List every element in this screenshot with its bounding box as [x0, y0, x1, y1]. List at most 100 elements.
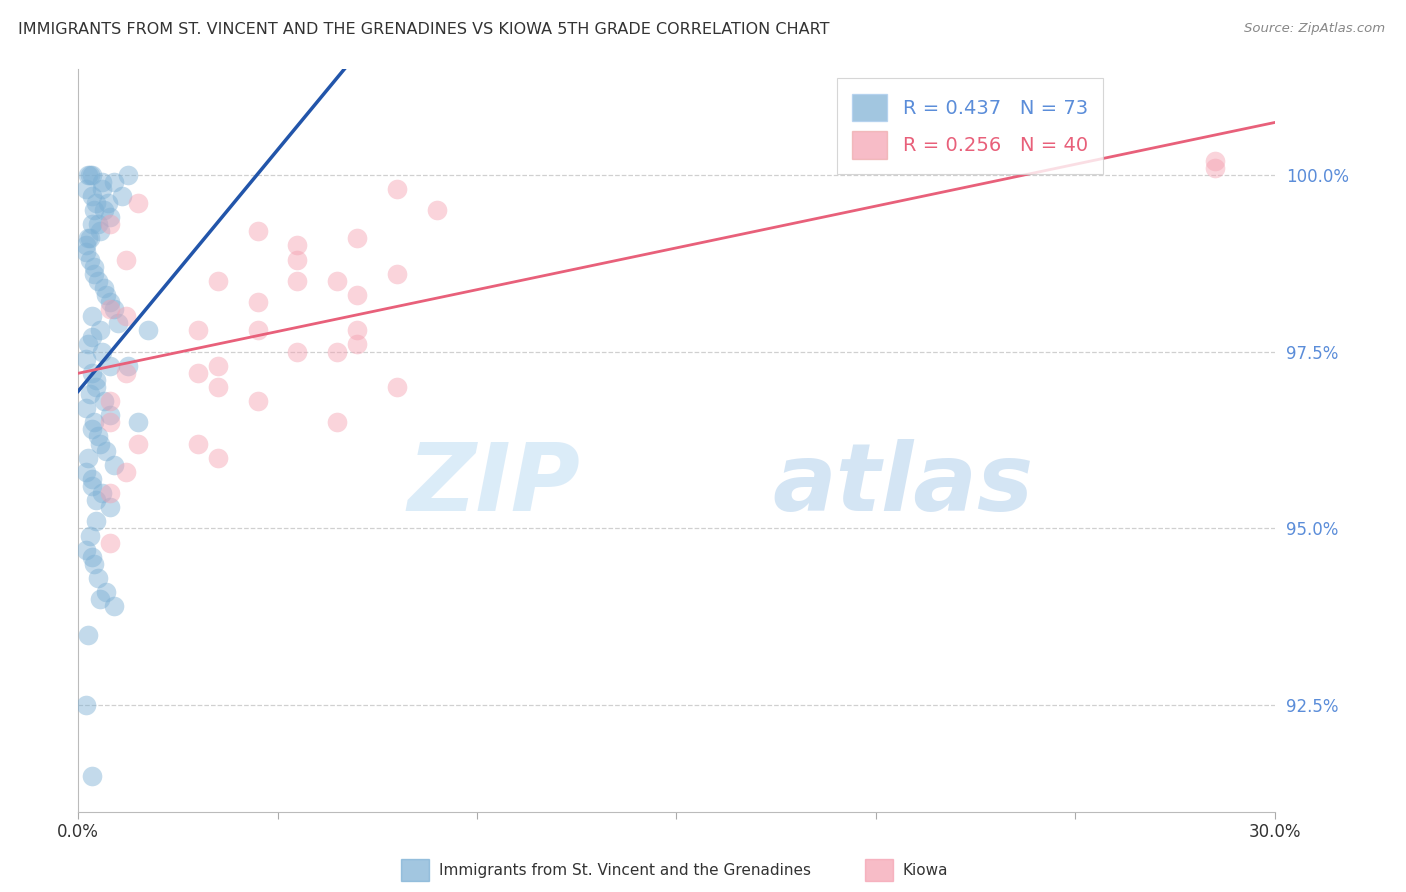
Point [80, 769, 103, 783]
Point [287, 238, 309, 252]
Point [89, 592, 111, 607]
Point [346, 231, 368, 245]
Point [97, 196, 120, 211]
Point [326, 274, 349, 288]
Point [87, 274, 110, 288]
Point [80, 330, 103, 344]
Point [87, 571, 110, 585]
Point [98, 210, 121, 224]
Point [98, 486, 121, 500]
Point [89, 436, 111, 450]
Point [326, 415, 349, 429]
Point [98, 217, 121, 231]
Point [77, 337, 100, 351]
Point [80, 366, 103, 380]
Point [103, 458, 125, 472]
Point [83, 260, 105, 274]
Point [79, 387, 101, 401]
Point [246, 323, 269, 337]
Point [75, 182, 97, 196]
Point [103, 599, 125, 614]
Point [77, 450, 100, 465]
Point [75, 238, 97, 252]
Point [94, 288, 117, 302]
Point [83, 202, 105, 217]
Point [77, 627, 100, 641]
Point [75, 401, 97, 416]
Point [287, 252, 309, 267]
Point [103, 175, 125, 189]
Point [346, 323, 368, 337]
Point [80, 309, 103, 323]
Point [98, 535, 121, 549]
Point [80, 472, 103, 486]
Point [79, 231, 101, 245]
Text: atlas: atlas [772, 439, 1033, 531]
Point [91, 175, 114, 189]
Point [80, 168, 103, 182]
Point [346, 288, 368, 302]
Point [103, 302, 125, 317]
Point [127, 436, 149, 450]
Point [84, 380, 107, 394]
Point [84, 373, 107, 387]
Point [80, 422, 103, 436]
Point [83, 557, 105, 571]
Point [387, 182, 409, 196]
Point [80, 189, 103, 203]
Legend: R = 0.437   N = 73, R = 0.256   N = 40: R = 0.437 N = 73, R = 0.256 N = 40 [837, 78, 1104, 174]
Point [115, 465, 138, 479]
Point [98, 394, 121, 409]
Point [111, 189, 134, 203]
Point [87, 217, 110, 231]
Point [89, 224, 111, 238]
Point [387, 380, 409, 394]
Point [80, 479, 103, 493]
Point [426, 202, 449, 217]
Point [79, 252, 101, 267]
Point [287, 274, 309, 288]
Point [94, 585, 117, 599]
Point [127, 196, 149, 211]
Point [115, 252, 138, 267]
Point [93, 202, 115, 217]
Point [326, 344, 349, 359]
Point [207, 359, 229, 373]
Point [93, 394, 115, 409]
Point [83, 415, 105, 429]
Point [80, 217, 103, 231]
Point [79, 528, 101, 542]
Point [89, 323, 111, 337]
Point [94, 443, 117, 458]
Text: Immigrants from St. Vincent and the Grenadines: Immigrants from St. Vincent and the Gren… [439, 863, 811, 878]
Point [107, 316, 129, 330]
Point [1204, 153, 1226, 168]
Point [98, 415, 121, 429]
Point [77, 231, 100, 245]
Point [187, 323, 209, 337]
Point [75, 542, 97, 557]
Point [83, 267, 105, 281]
Point [187, 436, 209, 450]
Point [115, 366, 138, 380]
Point [98, 500, 121, 515]
Point [87, 429, 110, 443]
Point [75, 698, 97, 713]
Point [91, 182, 114, 196]
Point [91, 344, 114, 359]
Point [346, 337, 368, 351]
Point [1204, 161, 1226, 175]
Point [127, 415, 149, 429]
Point [98, 302, 121, 317]
Point [84, 515, 107, 529]
Text: IMMIGRANTS FROM ST. VINCENT AND THE GRENADINES VS KIOWA 5TH GRADE CORRELATION CH: IMMIGRANTS FROM ST. VINCENT AND THE GREN… [18, 22, 830, 37]
Point [207, 274, 229, 288]
Point [287, 344, 309, 359]
Point [91, 486, 114, 500]
Point [98, 409, 121, 423]
Point [98, 295, 121, 310]
Point [187, 366, 209, 380]
Point [75, 351, 97, 366]
Point [79, 168, 101, 182]
Point [115, 309, 138, 323]
